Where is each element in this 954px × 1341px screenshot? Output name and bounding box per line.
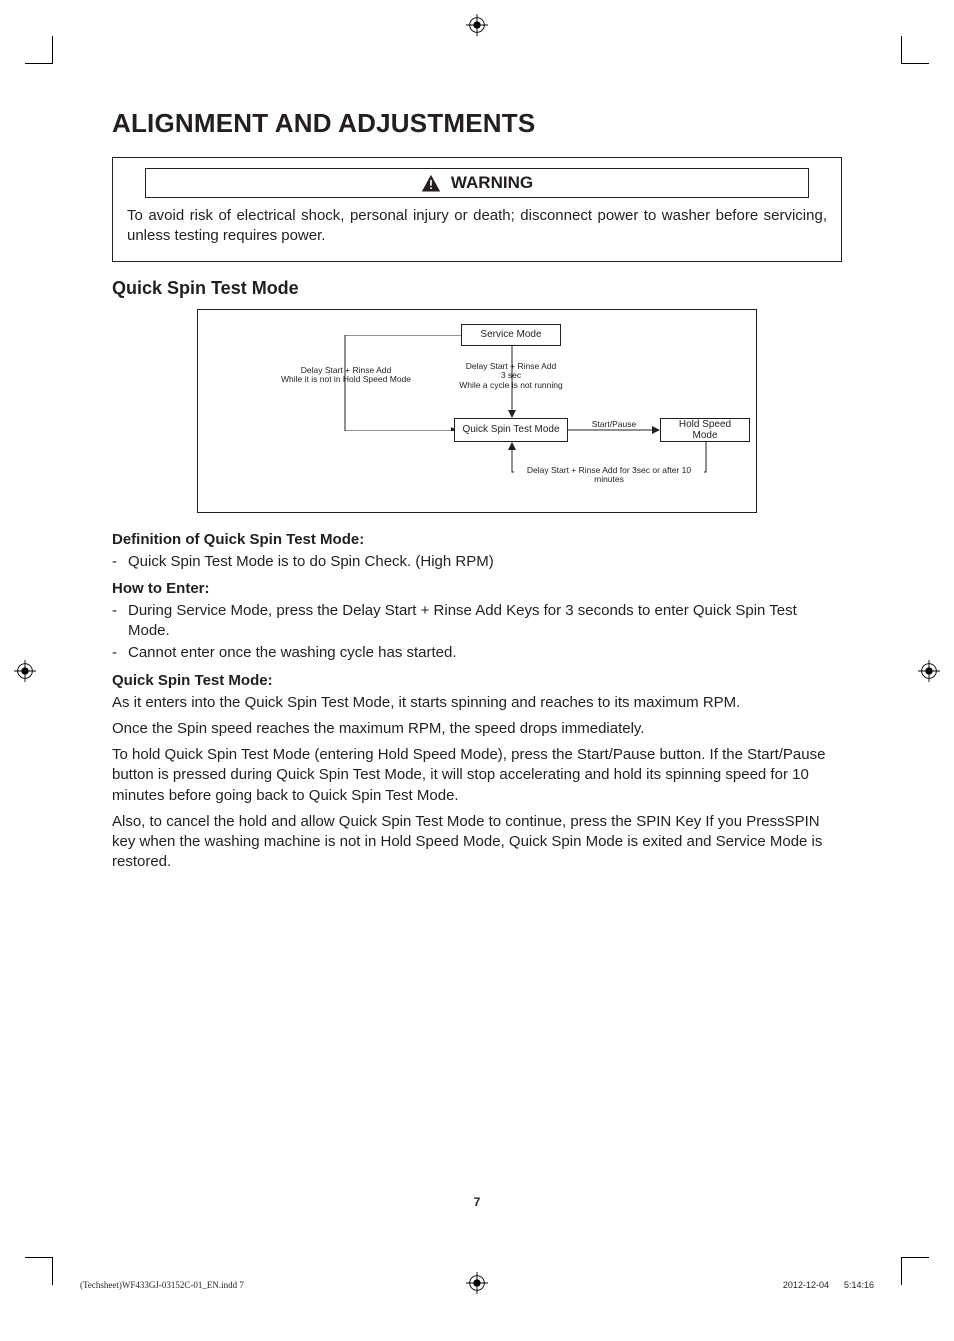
page-content: ALIGNMENT AND ADJUSTMENTS WARNING To avo… <box>112 108 842 879</box>
crop-mark <box>25 63 53 64</box>
registration-mark-icon <box>466 14 488 36</box>
crop-mark <box>52 36 53 64</box>
page-number: 7 <box>0 1195 954 1209</box>
page-title: ALIGNMENT AND ADJUSTMENTS <box>112 108 842 139</box>
registration-mark-icon <box>466 1272 488 1294</box>
list-item: - Cannot enter once the washing cycle ha… <box>112 643 842 663</box>
crop-mark <box>901 36 902 64</box>
paragraph: Also, to cancel the hold and allow Quick… <box>112 812 842 873</box>
list-item: - Quick Spin Test Mode is to do Spin Che… <box>112 552 842 572</box>
diagram-node-hold-speed: Hold Speed Mode <box>660 418 750 442</box>
crop-mark <box>901 1257 902 1285</box>
flow-diagram: Service Mode Delay Start + Rinse Add 3 s… <box>197 309 757 513</box>
crop-mark <box>901 1257 929 1258</box>
diagram-node-quick-spin: Quick Spin Test Mode <box>454 418 568 442</box>
bullet-dash: - <box>112 643 128 663</box>
footer-filename: (Techsheet)WF433GJ-03152C-01_EN.indd 7 <box>80 1280 244 1290</box>
bullet-dash: - <box>112 552 128 572</box>
warning-body-text: To avoid risk of electrical shock, perso… <box>127 206 827 247</box>
list-item-text: Quick Spin Test Mode is to do Spin Check… <box>128 552 494 572</box>
bullet-dash: - <box>112 601 128 642</box>
section-heading: Quick Spin Test Mode <box>112 278 842 299</box>
paragraph: Once the Spin speed reaches the maximum … <box>112 719 842 739</box>
paragraph: To hold Quick Spin Test Mode (entering H… <box>112 745 842 806</box>
diagram-connector <box>341 335 461 431</box>
qstm-heading: Quick Spin Test Mode: <box>112 672 842 689</box>
crop-mark <box>52 1257 53 1285</box>
list-item-text: During Service Mode, press the Delay Sta… <box>128 601 842 642</box>
crop-mark <box>901 63 929 64</box>
definition-heading: Definition of Quick Spin Test Mode: <box>112 531 842 548</box>
how-to-enter-heading: How to Enter: <box>112 580 842 597</box>
diagram-label-start-pause: Start/Pause <box>584 420 644 430</box>
registration-mark-icon <box>918 660 940 682</box>
warning-triangle-icon <box>421 174 441 192</box>
footer-timestamp: 2012-12-04 5:14:16 <box>783 1280 874 1290</box>
warning-header-text: WARNING <box>451 173 533 193</box>
diagram-label-bottom: Delay Start + Rinse Add for 3sec or afte… <box>514 466 704 486</box>
paragraph: As it enters into the Quick Spin Test Mo… <box>112 693 842 713</box>
diagram-node-service-mode: Service Mode <box>461 324 561 346</box>
list-item-text: Cannot enter once the washing cycle has … <box>128 643 457 663</box>
registration-mark-icon <box>14 660 36 682</box>
list-item: - During Service Mode, press the Delay S… <box>112 601 842 642</box>
warning-header: WARNING <box>145 168 809 198</box>
diagram-label-text: While a cycle is not running <box>446 381 576 391</box>
warning-box: WARNING To avoid risk of electrical shoc… <box>112 157 842 262</box>
diagram-label-mid: Delay Start + Rinse Add 3 sec While a cy… <box>446 362 576 391</box>
crop-mark <box>25 1257 53 1258</box>
